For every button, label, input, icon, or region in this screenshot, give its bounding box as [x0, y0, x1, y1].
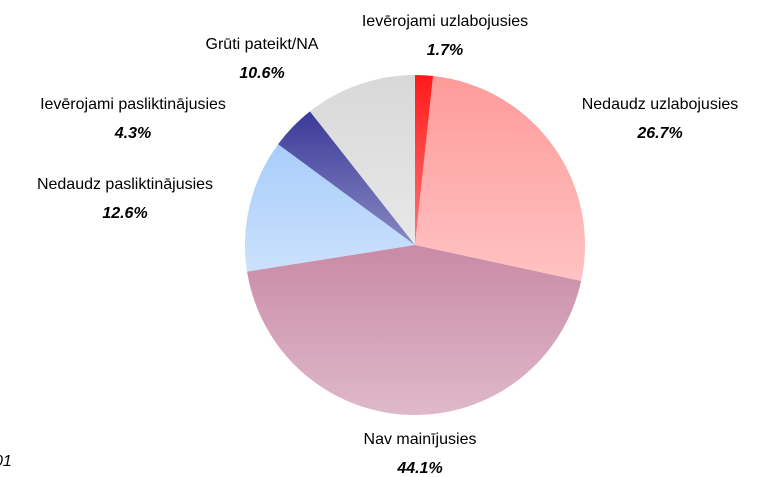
pie-slice	[245, 144, 415, 272]
slice-label: Grūti pateikt/NA	[206, 36, 319, 53]
pie-slice	[278, 111, 415, 245]
slice-label: Ievērojami uzlabojusies	[362, 13, 528, 30]
slice-label: Nedaudz pasliktinājusies	[37, 176, 213, 193]
slice-label: Nedaudz uzlabojusies	[582, 96, 739, 113]
slice-value-label: 1.7%	[427, 42, 463, 59]
slice-value-label: 26.7%	[636, 125, 682, 142]
slice-label: Nav mainījusies	[364, 431, 477, 448]
pie-slice	[247, 245, 582, 416]
pie-slice	[415, 75, 434, 245]
pie-slice	[309, 75, 415, 245]
footnote: 01	[0, 453, 12, 470]
slice-value-label: 44.1%	[396, 460, 442, 477]
slice-value-label: 4.3%	[114, 125, 151, 142]
slice-label: Ievērojami pasliktinājusies	[40, 96, 226, 113]
pie-slice	[415, 75, 585, 282]
slice-value-label: 10.6%	[239, 65, 284, 82]
slice-value-label: 12.6%	[102, 205, 147, 222]
